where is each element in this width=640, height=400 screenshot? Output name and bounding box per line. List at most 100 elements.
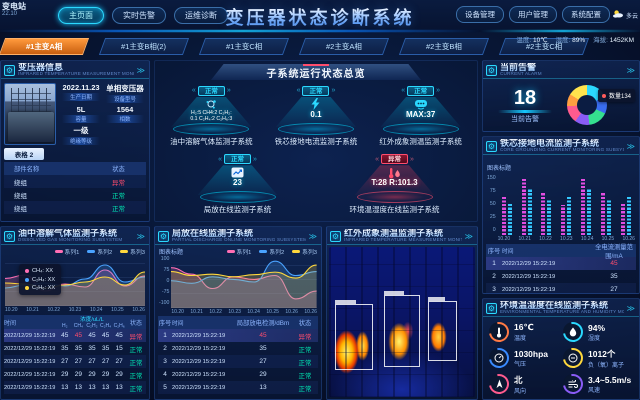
panel-title: 油中溶解气体监测子系统 bbox=[18, 228, 134, 238]
weather-widget: 多云 bbox=[612, 6, 638, 24]
overview-item-infrared[interactable]: «正常» MAX:37 红外成象测温监测子系统 bbox=[379, 85, 462, 146]
core-chart-title: 图表标题 bbox=[487, 166, 512, 173]
component-status-table: 部件名称 状态 绕组 异常 绕组 正常 绕组 正常 bbox=[1, 162, 149, 216]
altitude-stat-label: 海拔: bbox=[593, 37, 608, 44]
panel-header: ⚙ 红外成象测温监测子系统 INFRARED TEMPERATURE MEASU… bbox=[327, 227, 477, 246]
phase-tab-2a[interactable]: #2主变A相 bbox=[298, 38, 390, 55]
transformer-info-panel: ⚙ 变压器信息 INFRARED TEMPERATURE MEASUREMENT… bbox=[0, 60, 150, 222]
chevron-right-icon: » bbox=[331, 87, 336, 95]
overview-item-core-current[interactable]: «正常» 0.1 铁芯接地电流监测子系统 bbox=[274, 85, 358, 146]
tooltip-dot-icon bbox=[601, 93, 606, 98]
table-row[interactable]: 2022/12/29 15:22:19 13 13 13 13 13 正常 bbox=[4, 381, 146, 395]
tab-ops-diagnosis[interactable]: 运维诊断 bbox=[174, 7, 228, 24]
gear-icon: ⚙ bbox=[486, 302, 497, 314]
metric-ion: 1012个 负（氧）离子 bbox=[563, 346, 637, 371]
phase-tab-1c[interactable]: #1主变C相 bbox=[198, 38, 290, 55]
chevron-right-icon: » bbox=[226, 87, 231, 95]
pd-chart[interactable]: 100 75 0 -75 -100 10.20 10.21 10.22 10.23 10.24 1… bbox=[155, 256, 321, 315]
panel-subtitle: CORE GROUNDING CURRENT MONITORING SUBSYS… bbox=[500, 148, 624, 153]
table-row[interactable]: 2022/12/29 15:22:19 27 27 27 27 27 正常 bbox=[4, 355, 146, 369]
phase-tab-1a[interactable]: #1主变A相 bbox=[0, 38, 90, 55]
overview-item-label: 铁芯接地电流监测子系统 bbox=[274, 136, 358, 146]
tab-home[interactable]: 主页面 bbox=[58, 7, 104, 24]
overview-item-partial-discharge[interactable]: «正常» 23 局放在线监测子系统 bbox=[188, 154, 288, 215]
partial-discharge-panel: ⚙ 局放在线监测子系统 PARTIAL DISCHARGE ONLINE MON… bbox=[154, 226, 322, 400]
infrared-camera-icon bbox=[414, 99, 428, 110]
temp-humidity-icon bbox=[388, 167, 401, 179]
lightning-icon bbox=[311, 98, 320, 111]
series1-dot-icon bbox=[54, 250, 63, 254]
core-bar-chart[interactable]: 150 75 50 25 0 10.20 10.21 10.22 10.23 10.24 10.2… bbox=[483, 175, 639, 242]
tab-realtime-alarm[interactable]: 实时告警 bbox=[112, 7, 166, 24]
transformer-photo bbox=[4, 83, 56, 146]
device-manage-button[interactable]: 设备管理 bbox=[456, 6, 504, 23]
table-row[interactable]: 3 2022/12/29 15:22:19 27 正常 bbox=[158, 355, 318, 369]
panel-deco-arrows-icon: ≫ bbox=[626, 303, 635, 313]
panel-subtitle: PARTIAL DISCHARGE ONLINE MONITORING SUBS… bbox=[172, 238, 306, 243]
legend-series1: 系列1 bbox=[54, 247, 79, 256]
legend-series2: 系列2 bbox=[87, 247, 112, 256]
table-row[interactable]: 2 2022/12/29 15:22:19 35 正常 bbox=[163, 345, 312, 354]
panel-subtitle: ENVIRONMENTAL TEMPERATURE AND HUMIDITY M… bbox=[500, 310, 624, 315]
panel-deco-arrows-icon: ≫ bbox=[626, 65, 635, 75]
table-row[interactable]: 绕组 正常 bbox=[4, 201, 146, 215]
table-row[interactable]: 1 2022/12/29 15:22:19 45 异常 bbox=[158, 329, 318, 343]
table-row[interactable]: 4 2022/12/29 15:22:19 29 正常 bbox=[163, 371, 312, 380]
alarm-count-underline bbox=[498, 109, 552, 113]
panel-title: 局放在线监测子系统 bbox=[172, 228, 306, 238]
panel-subtitle: DISSOLVED GAS MONITORING SUBSYSTEM bbox=[18, 238, 123, 243]
table-row[interactable]: 2022/12/29 15:22:19 45 45 45 45 45 异常 bbox=[4, 329, 146, 343]
legend-series3: 系列3 bbox=[292, 247, 317, 256]
panel-header: ⚙ 铁芯接地电流监测子系统 CORE GROUNDING CURRENT MON… bbox=[483, 137, 639, 156]
pd-chart-title: 图表标题 bbox=[159, 250, 184, 257]
panel-title: 环境温湿度在线监测子系统 bbox=[500, 300, 624, 310]
phase-tab-2b[interactable]: #2主变B相 bbox=[398, 38, 490, 55]
device-model-value: 单相变压器 bbox=[106, 84, 144, 94]
chevron-right-icon: » bbox=[410, 155, 414, 163]
gear-icon: ⚙ bbox=[158, 230, 169, 242]
panel-header: ⚙ 当前告警 CURRENT ALARM ≫ bbox=[483, 61, 639, 80]
platform-ellipse bbox=[199, 191, 276, 204]
main-nav-tabs: 主页面 实时告警 运维诊断 bbox=[58, 7, 228, 24]
overview-title: 子系统运行状态总览 bbox=[266, 69, 366, 80]
current-alarm-panel: ⚙ 当前告警 CURRENT ALARM ≫ 18 当前告警 bbox=[482, 60, 640, 132]
table-view-button[interactable]: 表格 2 bbox=[4, 148, 44, 161]
system-config-button[interactable]: 系统配置 bbox=[562, 6, 610, 23]
thermal-roi-box bbox=[428, 297, 458, 362]
metric-wind-speed: 3.4~5.5m/s 风速 bbox=[563, 372, 637, 397]
table-row[interactable]: 2022/12/29 15:22:19 29 29 29 29 29 正常 bbox=[4, 371, 143, 380]
overview-item-gas[interactable]: «正常» H₂:5 CH4:2 C₂H₂: 0.1 C₂H₄:2 C₂H₆:3 bbox=[170, 85, 253, 146]
overview-grid: «正常» H₂:5 CH4:2 C₂H₂: 0.1 C₂H₄:2 C₂H₆:3 bbox=[155, 80, 477, 221]
panel-deco-arrows-icon: ≫ bbox=[136, 231, 145, 241]
table-header: 部件名称 状态 bbox=[4, 162, 146, 176]
series2-dot-icon bbox=[87, 250, 96, 254]
panel-title: 铁芯接地电流监测子系统 bbox=[500, 138, 624, 148]
table-row[interactable]: 2022/12/29 15:22:19 35 35 35 35 15 正常 bbox=[4, 345, 143, 354]
chevron-left-icon: « bbox=[296, 87, 301, 95]
overview-item-environment[interactable]: «异常» T:28 R:101.3 环境温湿度在线监测子系统 bbox=[349, 154, 440, 215]
production-date-value: 2022.11.23 bbox=[62, 83, 100, 93]
table-row[interactable]: 2 2022/12/29 15:22:19 35 bbox=[492, 273, 618, 281]
user-manage-button[interactable]: 用户管理 bbox=[509, 6, 557, 23]
phase-tab-1b[interactable]: #1主变B相(2) bbox=[98, 38, 190, 55]
manage-buttons: 设备管理 用户管理 系统配置 bbox=[456, 6, 610, 23]
altitude-stat-value: 1452KM bbox=[609, 37, 634, 44]
panel-deco-arrows-icon: ≫ bbox=[464, 231, 473, 241]
chevron-left-icon: « bbox=[375, 155, 379, 163]
panel-deco-arrows-icon: ≫ bbox=[308, 231, 317, 241]
table-row[interactable]: 1 2022/12/29 15:22:19 45 bbox=[486, 257, 636, 271]
table-row[interactable]: 绕组 异常 bbox=[4, 175, 146, 189]
panel-deco-arrows-icon: ≫ bbox=[136, 65, 145, 75]
panel-deco-arrows-icon: ≫ bbox=[626, 141, 635, 151]
gas-chart[interactable]: CH₄: XX C₂H₄: XX C₂H₆: XX 10.20 10.21 10.2… bbox=[5, 256, 145, 313]
table-row[interactable]: 3 2022/12/29 15:22:19 27 bbox=[486, 283, 636, 293]
production-date-label: 生产日期 bbox=[62, 93, 100, 102]
table-row[interactable]: 5 2022/12/29 15:22:19 13 正常 bbox=[158, 381, 318, 395]
thermal-image[interactable] bbox=[329, 247, 475, 397]
subsystem-overview-panel: 子系统运行状态总览 «正常» H₂:5 CH4:2 C₂H₂: 0.1 C₂H₄:… bbox=[154, 60, 478, 222]
core-current-panel: ⚙ 铁芯接地电流监测子系统 CORE GROUNDING CURRENT MON… bbox=[482, 136, 640, 294]
table-row[interactable]: 绕组 正常 bbox=[14, 192, 125, 200]
chevron-left-icon: « bbox=[191, 87, 196, 95]
center-column: 子系统运行状态总览 «正常» H₂:5 CH4:2 C₂H₂: 0.1 C₂H₄:… bbox=[154, 60, 478, 400]
